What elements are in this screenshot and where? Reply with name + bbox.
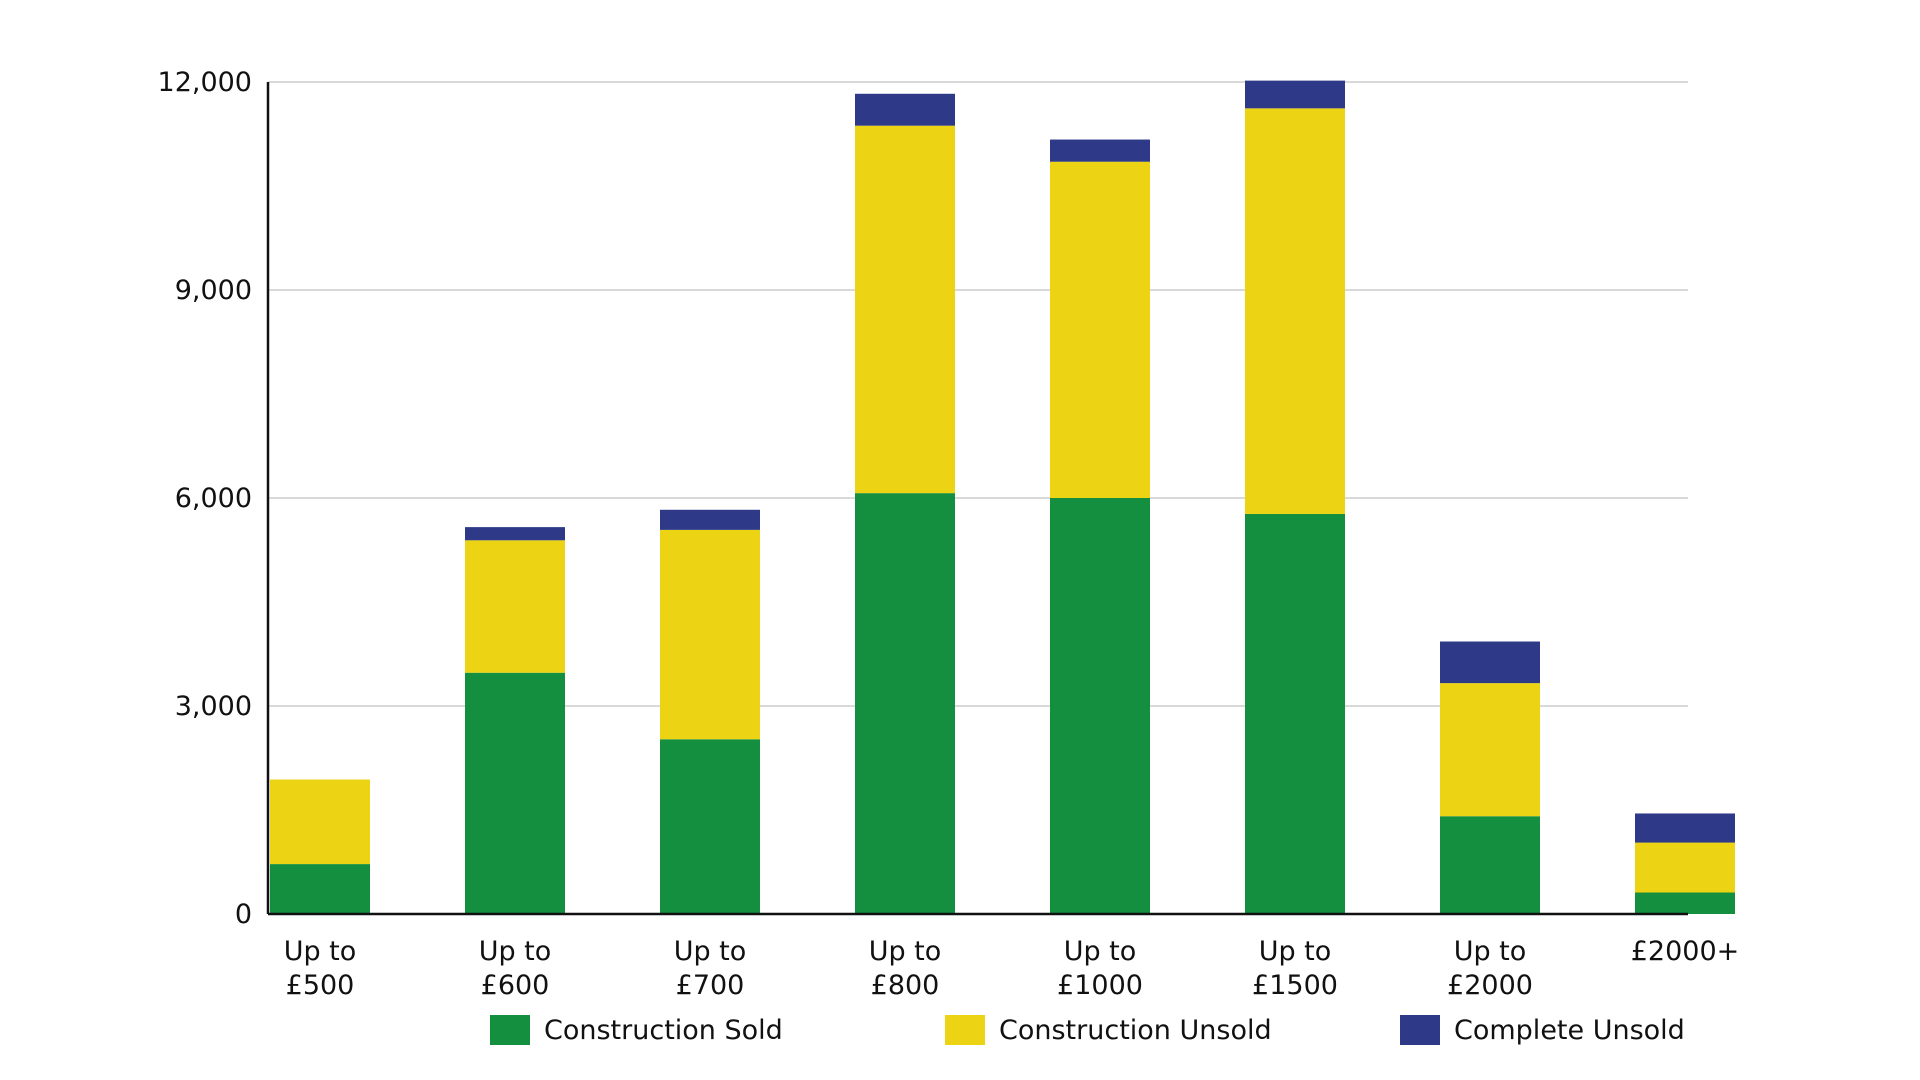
y-tick-label: 9,000 (175, 275, 252, 306)
x-tick-label: Up to (1064, 936, 1137, 967)
x-tick-label: £800 (871, 970, 940, 1001)
legend-label: Complete Unsold (1454, 1015, 1685, 1046)
bar-segment-complete-unsold (1440, 641, 1540, 684)
x-tick-label: £1500 (1252, 970, 1338, 1001)
bar-segment-complete-unsold (1050, 139, 1150, 162)
legend: Construction Sold Construction Unsold Comp… (490, 1015, 1685, 1046)
bar-segment-construction-unsold (855, 125, 955, 494)
x-tick-label: Up to (869, 936, 942, 967)
x-tick-label: Up to (1259, 936, 1332, 967)
bar-segment-construction-sold (1050, 498, 1150, 914)
bar-segment-construction-sold (660, 739, 760, 914)
x-tick-label: Up to (479, 936, 552, 967)
y-tick-labels: 0 3,000 6,000 9,000 12,000 (158, 67, 252, 930)
bar-segment-construction-sold (1635, 892, 1735, 914)
x-tick-label: £1000 (1057, 970, 1143, 1001)
y-tick-label: 6,000 (175, 483, 252, 514)
bar-segment-construction-sold (1245, 513, 1345, 914)
bar-segment-construction-sold (1440, 816, 1540, 914)
bar-segment-construction-unsold (1050, 161, 1150, 498)
x-tick-label: £600 (481, 970, 550, 1001)
bar-segment-construction-unsold (465, 540, 565, 673)
bar-segment-complete-unsold (660, 509, 760, 530)
legend-label: Construction Unsold (999, 1015, 1272, 1046)
legend-swatch (945, 1015, 985, 1045)
bar-segment-complete-unsold (465, 527, 565, 541)
y-tick-label: 12,000 (158, 67, 252, 98)
x-tick-label: £700 (676, 970, 745, 1001)
x-tick-label: £500 (286, 970, 355, 1001)
legend-swatch (490, 1015, 530, 1045)
bar-segment-construction-unsold (270, 779, 370, 865)
x-tick-label: Up to (674, 936, 747, 967)
bar-segment-complete-unsold (855, 93, 955, 126)
axes (266, 82, 1688, 916)
legend-label: Construction Sold (544, 1015, 783, 1046)
y-tick-label: 3,000 (175, 691, 252, 722)
bar-segment-construction-sold (270, 864, 370, 914)
bar-segment-construction-unsold (1635, 842, 1735, 893)
x-tick-label: £2000+ (1631, 936, 1740, 967)
x-tick-label: £2000 (1447, 970, 1533, 1001)
bars (270, 80, 1735, 914)
bar-segment-complete-unsold (1245, 80, 1345, 109)
legend-swatch (1400, 1015, 1440, 1045)
bar-segment-construction-sold (855, 493, 955, 914)
x-tick-label: Up to (1454, 936, 1527, 967)
bar-segment-complete-unsold (1635, 813, 1735, 843)
bar-segment-construction-unsold (1245, 108, 1345, 514)
bar-segment-construction-sold (465, 672, 565, 914)
bar-segment-construction-unsold (1440, 683, 1540, 817)
bar-segment-construction-unsold (660, 529, 760, 740)
y-tick-label: 0 (235, 899, 252, 930)
x-tick-label: Up to (284, 936, 357, 967)
